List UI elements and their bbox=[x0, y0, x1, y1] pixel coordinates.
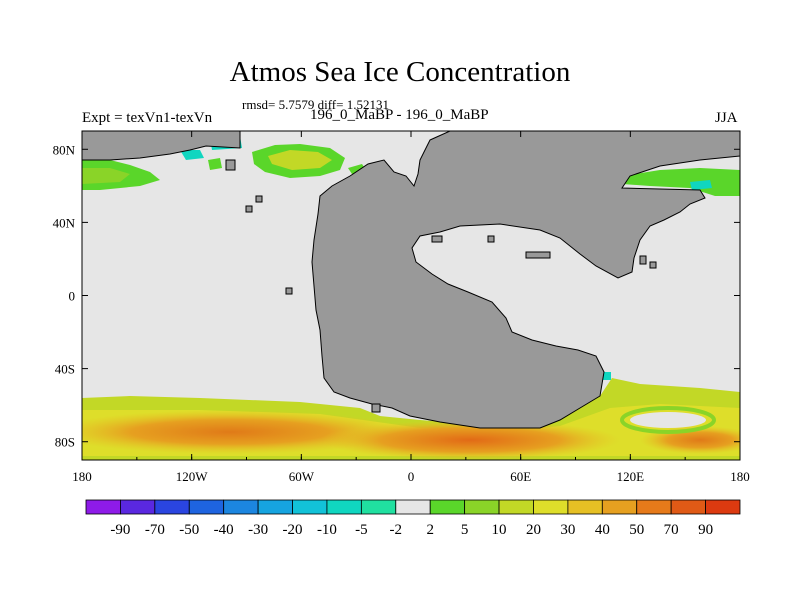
colorbar-label: 90 bbox=[698, 522, 713, 538]
colorbar-swatch bbox=[670, 499, 706, 515]
period-label: 196_0_MaBP - 196_0_MaBP bbox=[310, 107, 489, 123]
colorbar-swatch bbox=[223, 499, 259, 515]
colorbar-label: -10 bbox=[317, 522, 337, 538]
y-tick-label: 40N bbox=[53, 215, 76, 230]
arctic-patch-northeast bbox=[622, 168, 740, 196]
experiment-label: Expt = texVn1-texVn bbox=[82, 110, 213, 126]
colorbar-label: -2 bbox=[390, 522, 403, 538]
colorbar-swatch bbox=[154, 499, 190, 515]
colorbar-label: 50 bbox=[629, 522, 644, 538]
colorbar-label: 5 bbox=[461, 522, 469, 538]
stats-line: rmsd= 5.7579 diff= 1.52131 bbox=[242, 97, 389, 112]
arctic-patch-northwest-inner bbox=[82, 168, 130, 184]
x-tick-label: 180 bbox=[730, 469, 750, 484]
land-mass-northwest bbox=[82, 131, 241, 161]
x-tick-label: 60E bbox=[510, 469, 531, 484]
island-6 bbox=[525, 251, 551, 259]
season-label: JJA bbox=[715, 110, 738, 126]
y-tick-label: 40S bbox=[55, 362, 75, 377]
arctic-patch-cyan-west bbox=[180, 150, 204, 160]
colorbar-swatch bbox=[636, 499, 672, 515]
colorbar-label: -90 bbox=[110, 522, 130, 538]
island-1 bbox=[225, 159, 236, 171]
colorbar-swatch bbox=[705, 499, 741, 515]
colorbar-label: -70 bbox=[145, 522, 165, 538]
colorbar-swatch bbox=[257, 499, 293, 515]
colorbar-label: -50 bbox=[179, 522, 199, 538]
colorbar-label: -5 bbox=[355, 522, 368, 538]
axis-ticks: 180 120W 60W 0 60E 120E 180 80N 40N 0 40S 80S bbox=[53, 131, 750, 484]
colorbar: -90 -70 -50 -40 -30 -20 -10 -5 -2 2 5 10 20 30 40 50 70 9… bbox=[85, 499, 741, 538]
arctic-patch-small bbox=[208, 158, 222, 170]
colorbar-label: -20 bbox=[283, 522, 303, 538]
colorbar-label: 40 bbox=[595, 522, 610, 538]
island-3 bbox=[245, 205, 253, 213]
colorbar-swatch bbox=[292, 499, 328, 515]
island-5 bbox=[487, 235, 495, 243]
island-2 bbox=[255, 195, 263, 203]
x-tick-label: 120E bbox=[617, 469, 645, 484]
colorbar-label: -30 bbox=[248, 522, 268, 538]
colorbar-label: 30 bbox=[560, 522, 575, 538]
colorbar-swatch bbox=[395, 499, 431, 515]
y-tick-label: 80N bbox=[53, 142, 76, 157]
colorbar-swatch bbox=[120, 499, 156, 515]
x-tick-label: 0 bbox=[408, 469, 415, 484]
y-tick-label: 80S bbox=[55, 435, 75, 450]
southern-ocean-core-east bbox=[320, 420, 620, 460]
colorbar-swatch bbox=[326, 499, 362, 515]
colorbar-swatch bbox=[188, 499, 225, 515]
colorbar-swatch bbox=[429, 499, 466, 515]
island-9 bbox=[371, 403, 381, 413]
x-tick-label: 60W bbox=[289, 469, 315, 484]
colorbar-swatch bbox=[85, 499, 121, 515]
colorbar-label: 10 bbox=[492, 522, 507, 538]
southern-cyan-cell bbox=[603, 372, 611, 380]
colorbar-swatch bbox=[601, 499, 638, 515]
island-10 bbox=[431, 235, 443, 243]
southern-ocean-low-ring bbox=[620, 406, 716, 434]
colorbar-label: 2 bbox=[426, 522, 434, 538]
colorbar-swatch bbox=[533, 499, 569, 515]
y-tick-label: 0 bbox=[69, 289, 76, 304]
colorbar-swatch bbox=[567, 499, 603, 515]
colorbar-swatch bbox=[498, 499, 534, 515]
colorbar-label: 70 bbox=[664, 522, 679, 538]
x-tick-label: 120W bbox=[176, 469, 209, 484]
island-4 bbox=[285, 287, 293, 295]
island-8 bbox=[649, 261, 657, 269]
colorbar-swatch bbox=[464, 499, 500, 515]
colorbar-label: 20 bbox=[526, 522, 541, 538]
x-tick-label: 180 bbox=[72, 469, 92, 484]
colorbar-swatch bbox=[360, 499, 397, 515]
arctic-patch-northeast-cyan bbox=[690, 180, 712, 190]
land-mass-main bbox=[311, 131, 740, 429]
chart-title: Atmos Sea Ice Concentration bbox=[229, 56, 571, 88]
colorbar-label: -40 bbox=[214, 522, 234, 538]
island-7 bbox=[639, 255, 647, 265]
arctic-patch-europe-inner bbox=[268, 150, 332, 170]
southern-ocean-low-patch bbox=[630, 412, 706, 428]
